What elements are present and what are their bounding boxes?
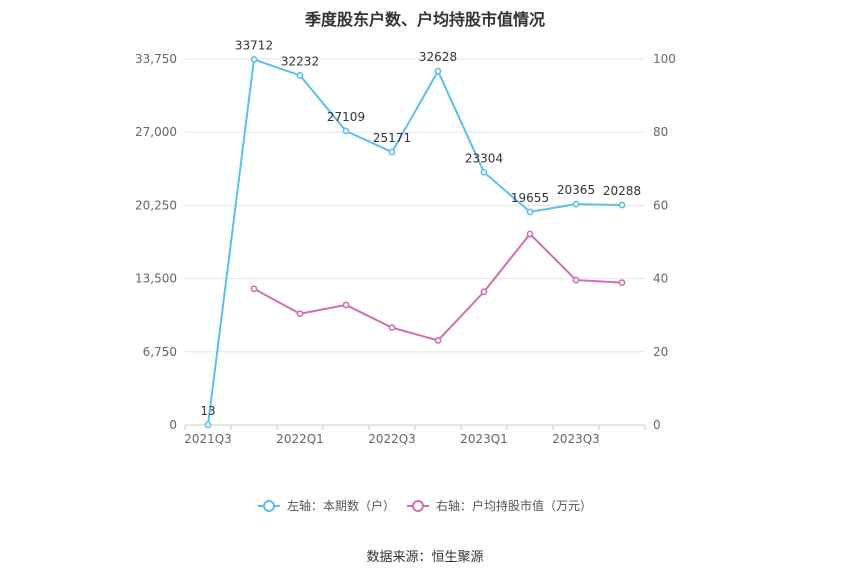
data-label: 32232 [281, 54, 319, 68]
y-left-tick-label: 0 [169, 418, 177, 432]
data-point [296, 72, 304, 79]
x-tick-label: 2023Q1 [460, 432, 508, 446]
y-left-tick-label: 13,500 [135, 272, 177, 286]
y-left-tick-label: 20,250 [135, 198, 177, 212]
data-point [342, 127, 350, 135]
data-point [388, 324, 396, 332]
data-label: 32628 [419, 50, 457, 64]
data-label: 33712 [235, 38, 273, 52]
data-point [296, 310, 304, 318]
data-point [618, 279, 626, 287]
data-label: 20288 [603, 184, 641, 198]
series-line-2 [253, 232, 623, 342]
legend-entry: 右轴：户均持股市值（万元） [436, 498, 592, 513]
series-line-1 [207, 58, 623, 425]
y-left-tick-label: 33,750 [135, 52, 177, 66]
legend-marker-point [412, 500, 424, 512]
chart-title: 季度股东户数、户均持股市值情况 [304, 10, 545, 29]
data-point [388, 148, 396, 156]
x-tick-label: 2021Q3 [184, 432, 232, 446]
data-point [204, 421, 212, 429]
x-tick-label: 2022Q1 [276, 432, 324, 446]
legend-entry: 左轴：本期数（户） [287, 498, 395, 513]
legend-marker-point [263, 500, 275, 512]
y-right-tick-label: 80 [653, 125, 668, 139]
y-right-tick-label: 40 [653, 272, 668, 286]
data-point [434, 67, 442, 75]
y-right-tick-label: 0 [653, 418, 661, 432]
data-point [250, 56, 258, 63]
data-source: 数据来源：恒生聚源 [366, 550, 484, 565]
data-point [618, 201, 626, 209]
y-right-tick-label: 100 [653, 52, 676, 66]
data-point [526, 208, 534, 216]
y-right-tick-label: 60 [653, 198, 668, 212]
data-label: 25171 [373, 131, 411, 145]
data-point [480, 288, 488, 296]
data-label: 20365 [557, 183, 595, 197]
data-point [342, 301, 350, 309]
x-tick-label: 2023Q3 [552, 432, 600, 446]
data-point [526, 230, 534, 238]
data-point [480, 168, 488, 176]
data-point [250, 285, 258, 293]
y-left-tick-label: 6,750 [143, 345, 177, 359]
data-label: 13 [200, 404, 215, 418]
data-point [572, 276, 580, 284]
data-point [572, 200, 580, 208]
x-tick-label: 2022Q3 [368, 432, 416, 446]
y-right-tick-label: 20 [653, 345, 668, 359]
data-label: 27109 [327, 110, 365, 124]
y-left-tick-label: 27,000 [135, 125, 177, 139]
data-label: 23304 [465, 151, 503, 165]
data-label: 19655 [511, 191, 549, 205]
data-point [434, 337, 442, 344]
